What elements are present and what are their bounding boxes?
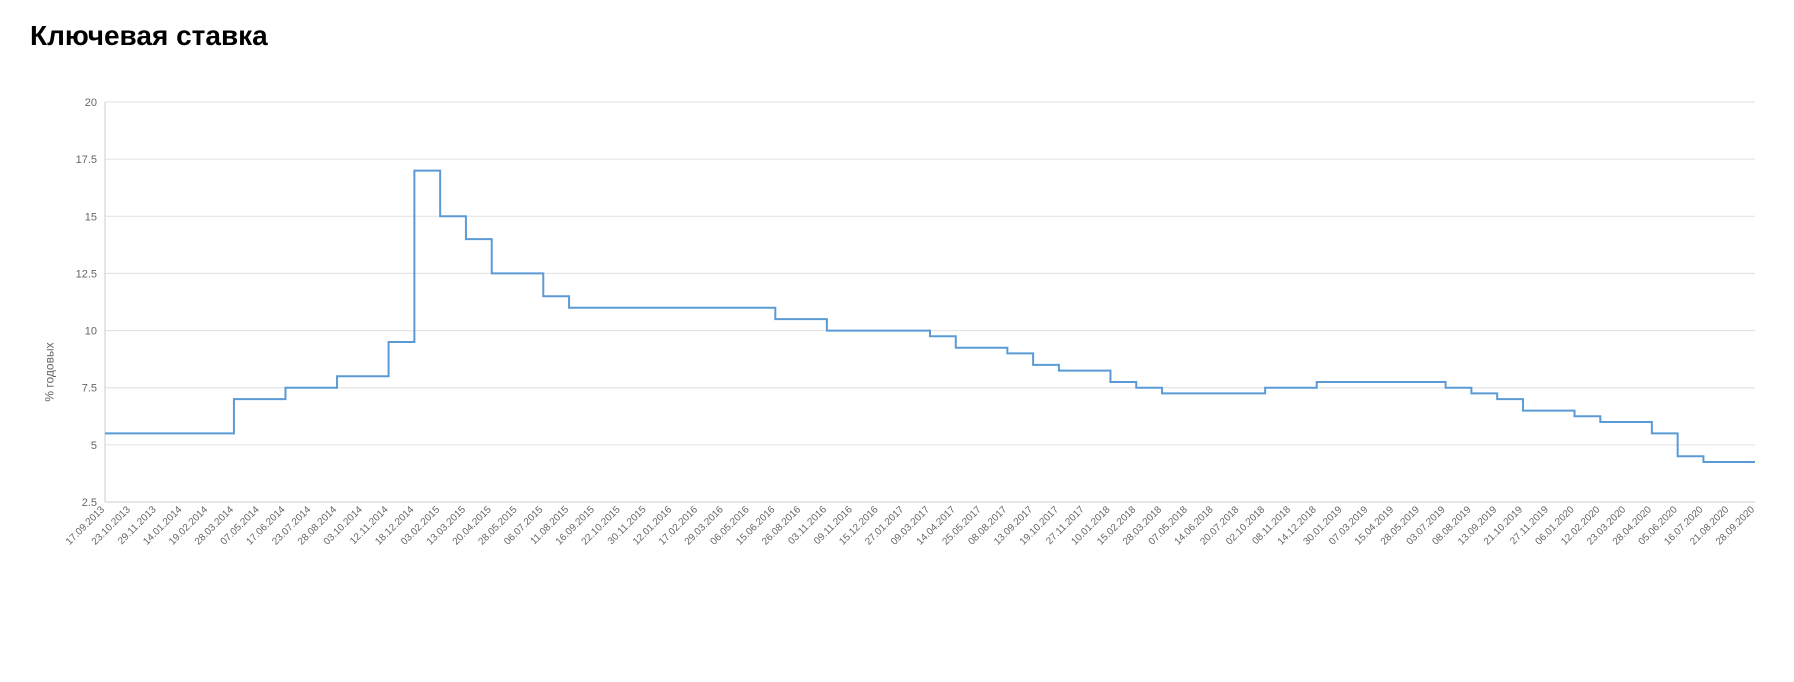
y-axis-label: % годовых [43,342,57,401]
svg-text:2.5: 2.5 [82,497,97,509]
svg-text:12.5: 12.5 [76,268,97,280]
svg-text:5: 5 [91,440,97,452]
svg-text:7.5: 7.5 [82,383,97,395]
svg-text:17.5: 17.5 [76,154,97,166]
chart-title: Ключевая ставка [30,20,1764,52]
svg-text:15: 15 [85,211,97,223]
svg-text:10: 10 [85,326,97,338]
rate-line [105,171,1755,462]
chart-wrapper: % годовых 2.557.51012.51517.52017.09.201… [30,82,1764,662]
svg-text:20: 20 [85,97,97,109]
line-chart: 2.557.51012.51517.52017.09.201323.10.201… [30,82,1764,662]
